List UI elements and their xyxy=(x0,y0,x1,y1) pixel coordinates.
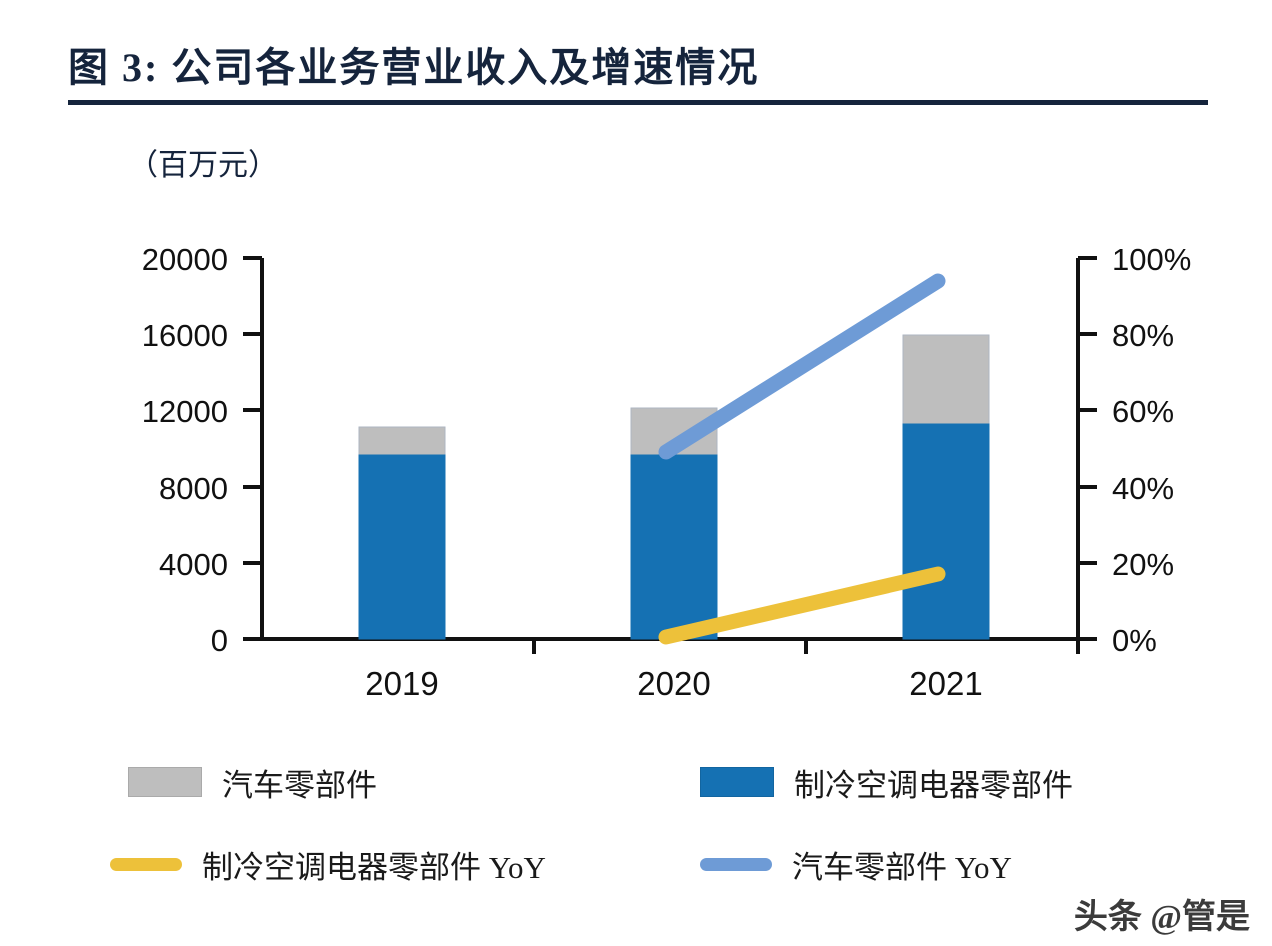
bar-group-2019[interactable] xyxy=(358,426,446,640)
legend-label-auto-parts-yoy: 汽车零部件 YoY xyxy=(792,849,1012,885)
right-tick-label: 60% xyxy=(1112,394,1174,429)
page-title: 图 3: 公司各业务营业收入及增速情况 xyxy=(68,45,760,90)
legend-item-refrigeration-yoy[interactable]: 制冷空调电器零部件 YoY xyxy=(110,834,546,894)
right-axis xyxy=(1076,256,1097,641)
bar-segment-refrigeration[interactable] xyxy=(902,423,990,640)
watermark: 头条 @管是 xyxy=(1073,899,1250,936)
legend-row-bottom: 制冷空调电器零部件 YoY 汽车零部件 YoY xyxy=(0,834,1272,894)
bar-segment-auto-parts[interactable] xyxy=(902,334,990,425)
right-tick-label: 100% xyxy=(1112,242,1191,277)
y-axis-unit-label: （百万元） xyxy=(128,149,278,182)
legend-label-auto-parts: 汽车零部件 xyxy=(222,767,377,803)
legend-swatch-refrigeration-yoy-icon xyxy=(110,857,182,871)
legend-row-top: 汽车零部件 制冷空调电器零部件 xyxy=(0,752,1272,812)
x-category-label-2020: 2020 xyxy=(637,665,710,702)
x-category-label-2021: 2021 xyxy=(909,665,982,702)
bar-segment-refrigeration[interactable] xyxy=(358,454,446,640)
line-refrigeration-yoy[interactable] xyxy=(658,566,946,645)
legend-item-auto-parts-yoy[interactable]: 汽车零部件 YoY xyxy=(700,834,1012,894)
left-tick-label: 16000 xyxy=(142,318,228,353)
right-tick-label: 0% xyxy=(1112,623,1157,658)
legend-label-refrigeration-yoy: 制冷空调电器零部件 YoY xyxy=(202,849,546,885)
left-tick-label: 8000 xyxy=(159,471,228,506)
legend-swatch-refrigeration-icon xyxy=(700,767,774,797)
left-axis xyxy=(243,256,264,641)
legend-swatch-auto-parts-icon xyxy=(128,767,202,797)
x-category-label-2019: 2019 xyxy=(365,665,438,702)
legend-item-refrigeration[interactable]: 制冷空调电器零部件 xyxy=(700,752,1073,812)
left-tick-label: 20000 xyxy=(142,242,228,277)
bar-group-2021[interactable] xyxy=(902,334,990,640)
chart-legend: 汽车零部件 制冷空调电器零部件 制冷空调电器零部件 YoY 汽车零部件 YoY xyxy=(0,752,1272,892)
bar-segment-refrigeration[interactable] xyxy=(630,454,718,640)
line-auto-parts-yoy[interactable] xyxy=(658,273,946,460)
bar-segment-auto-parts[interactable] xyxy=(358,426,446,456)
legend-item-auto-parts[interactable]: 汽车零部件 xyxy=(128,752,377,812)
title-divider xyxy=(68,100,1208,105)
left-tick-label: 4000 xyxy=(159,547,228,582)
right-tick-label: 40% xyxy=(1112,471,1174,506)
figure-title-bar: 图 3: 公司各业务营业收入及增速情况 xyxy=(68,28,1208,100)
right-axis-tick-labels: 100% 80% 60% 40% 20% 0% xyxy=(1112,242,1191,658)
left-axis-tick-labels: 20000 16000 12000 8000 4000 0 xyxy=(142,242,228,658)
x-axis-category-labels: 2019 2020 2021 xyxy=(365,665,982,702)
legend-swatch-auto-parts-yoy-icon xyxy=(700,857,772,871)
right-tick-label: 20% xyxy=(1112,547,1174,582)
left-tick-label: 12000 xyxy=(142,394,228,429)
legend-label-refrigeration: 制冷空调电器零部件 xyxy=(794,767,1073,803)
right-tick-label: 80% xyxy=(1112,318,1174,353)
left-tick-label: 0 xyxy=(211,623,228,658)
